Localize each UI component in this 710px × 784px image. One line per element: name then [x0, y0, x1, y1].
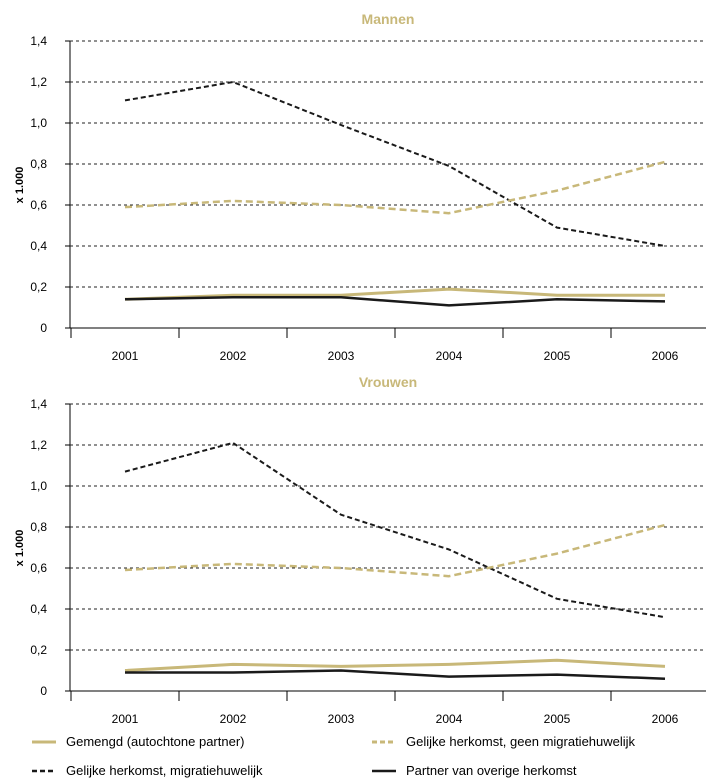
x-tick-label: 2005	[544, 712, 571, 726]
y-tick-label: 0,4	[30, 602, 47, 616]
x-tick-label: 2001	[112, 712, 139, 726]
y-tick-label: 1,2	[30, 438, 47, 452]
y-axis-label: x 1.000	[14, 167, 26, 204]
legend-label: Gelijke herkomst, geen migratiehuwelijk	[406, 734, 636, 749]
y-tick-label: 1,0	[30, 479, 47, 493]
y-tick-label: 1,0	[30, 116, 47, 130]
x-tick-label: 2006	[652, 712, 679, 726]
y-tick-label: 1,2	[30, 75, 47, 89]
series-line-2	[124, 81, 666, 247]
x-tick-label: 2002	[220, 349, 247, 363]
series-line-3	[125, 669, 666, 680]
x-tick-label: 2001	[112, 349, 139, 363]
series-line-3	[124, 296, 666, 307]
y-tick-label: 0,2	[30, 280, 47, 294]
x-tick-label: 2002	[220, 712, 247, 726]
y-tick-label: 0	[40, 684, 47, 698]
y-tick-label: 1,4	[30, 34, 47, 48]
x-tick-label: 2005	[544, 349, 571, 363]
y-tick-label: 0,6	[30, 561, 47, 575]
series-line-0	[124, 287, 665, 301]
legend-label: Gemengd (autochtone partner)	[66, 734, 245, 749]
y-tick-label: 0,6	[30, 198, 47, 212]
legend-label: Gelijke herkomst, migratiehuwelijk	[66, 763, 263, 778]
panel-title: Vrouwen	[359, 374, 417, 390]
x-tick-label: 2003	[328, 349, 355, 363]
x-tick-label: 2004	[436, 712, 463, 726]
series-line-1	[124, 523, 666, 578]
series-line-0	[124, 658, 666, 672]
y-axis-label: x 1.000	[14, 530, 26, 567]
y-tick-label: 0	[40, 321, 47, 335]
panel-title: Mannen	[362, 11, 415, 27]
series-line-1	[124, 160, 666, 215]
y-tick-label: 1,4	[30, 397, 47, 411]
x-tick-label: 2006	[652, 349, 679, 363]
y-tick-label: 0,4	[30, 239, 47, 253]
x-tick-label: 2003	[328, 712, 355, 726]
y-tick-label: 0,2	[30, 643, 47, 657]
y-tick-label: 0,8	[30, 520, 47, 534]
y-tick-label: 0,8	[30, 157, 47, 171]
x-tick-label: 2004	[436, 349, 463, 363]
legend-label: Partner van overige herkomst	[406, 763, 577, 778]
series-line-2	[124, 441, 666, 619]
